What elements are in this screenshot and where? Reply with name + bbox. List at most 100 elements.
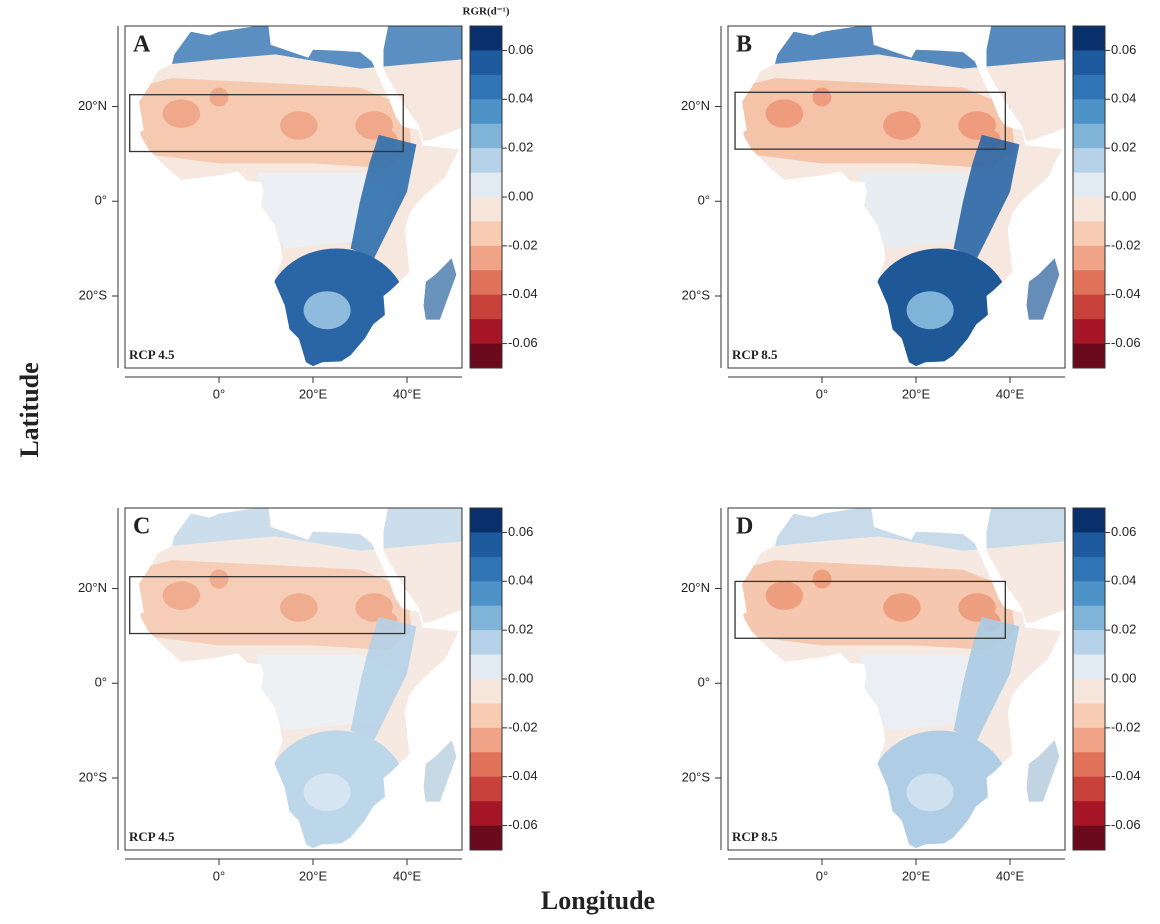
colorbar-bin [1073,123,1105,149]
colorbar-bin [1073,581,1105,607]
y-tick-label: 20°N [681,98,710,113]
colorbar-bin [1073,654,1105,680]
colorbar-tick-label: 0.00 [1111,670,1136,685]
colorbar-bin [470,319,502,344]
colorbar-tick-label: -0.06 [1111,335,1141,350]
south-inner [906,291,954,330]
east-zone [350,134,417,259]
colorbar-tick-label: 0.00 [1111,188,1136,203]
colorbar-bin [1073,630,1105,655]
y-axis-title: Latitude [15,362,44,457]
x-tick-label: 40°E [996,386,1025,401]
colorbar-tick-label: 0.00 [508,188,533,203]
map-panel [139,26,462,367]
land [139,508,462,849]
colorbar-tick-label: 0.06 [1111,42,1136,57]
land [742,26,1065,367]
sahara-spot [162,99,201,128]
map-panel [742,26,1065,367]
map-panel [139,508,462,849]
colorbar-tick-label: -0.06 [508,817,538,832]
colorbar-bin [470,245,502,271]
colorbar-bin [470,776,502,802]
sahara-spot [883,111,921,140]
colorbar-bin [470,50,502,76]
x-tick-label: 40°E [996,868,1025,883]
colorbar-bin [1073,245,1105,271]
scenario-label: RCP 8.5 [732,347,778,362]
colorbar-bin [1073,752,1105,778]
sahara-spot [812,87,832,107]
colorbar-tick-label: 0.02 [508,140,533,155]
panel-label: D [736,514,753,540]
colorbar-tick-label: 0.04 [1111,91,1136,106]
sahara-spot [209,87,229,107]
x-tick-label: 0° [816,868,828,883]
colorbar-tick-label: 0.02 [508,622,533,637]
colorbar-bin [1073,801,1105,826]
colorbar-bin [1073,679,1105,704]
colorbar-tick-label: 0.04 [1111,573,1136,588]
colorbar-bin [1073,703,1105,729]
colorbar-bin [1073,270,1105,296]
x-tick-label: 0° [213,868,225,883]
colorbar-bin [1073,556,1105,582]
x-tick-label: 20°E [902,386,931,401]
scenario-label: RCP 4.5 [129,347,175,362]
sahara-spot [162,581,201,610]
colorbar-bin [470,99,502,125]
y-tick-label: 20°N [681,580,710,595]
y-tick-label: 20°S [682,769,711,784]
colorbar-bin [470,581,502,607]
scenario-label: RCP 4.5 [129,829,175,844]
colorbar-bin [470,148,502,173]
sahara-spot [812,569,832,589]
east-zone [350,616,417,741]
colorbar-tick-label: 0.06 [1111,524,1136,539]
colorbar-tick-label: -0.02 [508,719,538,734]
colorbar-tick-label: 0.06 [508,524,533,539]
map-frame [124,507,463,851]
x-axis-title: Longitude [541,886,655,915]
x-tick-label: 20°E [902,868,931,883]
sahara-spot [765,581,804,610]
sahara-spot [280,111,318,140]
east-zone [953,616,1020,741]
y-tick-label: 20°S [79,769,108,784]
colorbar-bin [470,270,502,296]
colorbar-bin [470,26,502,51]
south-inner [303,291,351,330]
study-region-box [734,91,1006,150]
panel-label: B [736,32,752,58]
sahara-zone [742,78,1015,169]
colorbar-bin [1073,221,1105,247]
colorbar-bin [470,801,502,826]
colorbar-tick-label: -0.06 [1111,817,1141,832]
colorbar-bin [1073,99,1105,125]
colorbar-tick-label: -0.04 [508,286,538,301]
colorbar-bin [470,123,502,149]
colorbar-bin [470,508,502,533]
colorbar-tick-label: -0.04 [1111,768,1141,783]
sahara-spot [765,99,804,128]
madagascar-zone [423,740,457,802]
study-region-box [129,94,404,153]
colorbar-bin [1073,319,1105,344]
colorbar-bin [1073,343,1105,369]
x-tick-label: 20°E [299,386,328,401]
y-tick-label: 20°S [79,287,108,302]
y-tick-label: 20°S [682,287,711,302]
colorbar-bin [470,197,502,222]
colorbar-bin [470,556,502,582]
colorbar-bin [470,605,502,631]
colorbar-bin [1073,508,1105,533]
colorbar-bin [470,825,502,851]
colorbar-bin [470,343,502,369]
x-tick-label: 40°E [393,386,422,401]
colorbar-bin [470,752,502,778]
colorbar-bin [1073,148,1105,173]
colorbar-tick-label: 0.02 [1111,140,1136,155]
colorbar-tick-label: 0.04 [508,91,533,106]
colorbar-bin [1073,172,1105,198]
